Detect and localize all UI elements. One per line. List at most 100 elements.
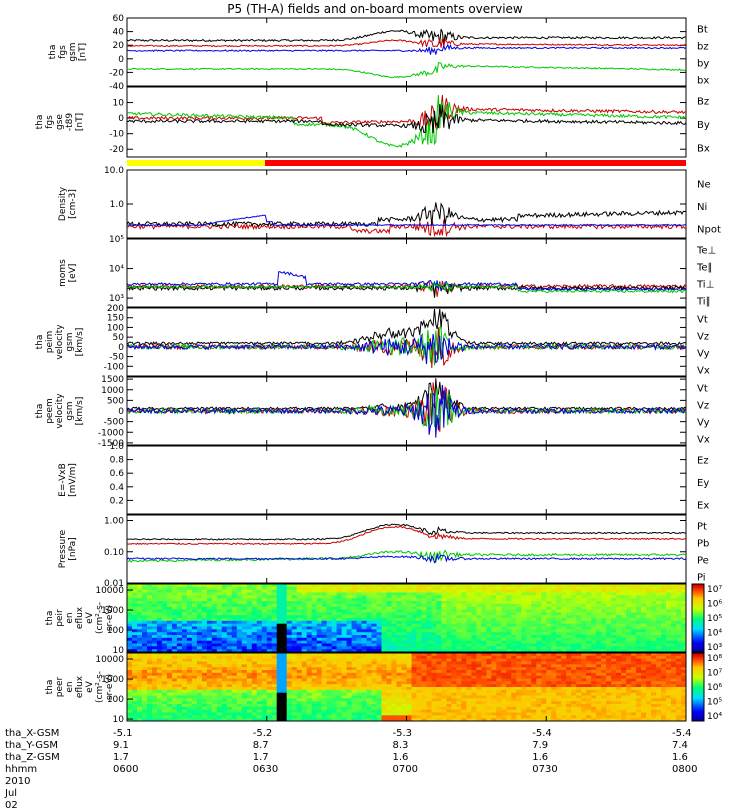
spectrogram-cell [332,693,337,696]
spectrogram-cell [436,659,441,662]
spectrogram-cell [322,670,327,673]
spectrogram-cell [312,696,317,699]
spectrogram-cell [446,598,451,601]
spectrogram-cell [157,690,162,693]
spectrogram-cell [651,604,656,607]
spectrogram-cell [432,644,437,647]
spectrogram-cell [127,595,132,598]
spectrogram-cell [172,681,177,684]
spectrogram-cell [367,698,372,701]
spectrogram-cell [342,644,347,647]
spectrogram-cell [521,673,526,676]
spectrogram-cell [556,632,561,635]
spectrogram-cell [252,644,257,647]
spectrogram-cell [471,593,476,596]
spectrogram-cell [202,690,207,693]
spectrogram-cell [656,615,661,618]
spectrogram-cell [142,662,147,665]
spectrogram-cell [671,595,676,598]
spectrogram-cell [362,644,367,647]
spectrogram-cell [631,612,636,615]
spectrogram-cell [162,612,167,615]
spectrogram-cell [372,595,377,598]
spectrogram-cell [272,632,277,635]
spectrogram-cell [551,601,556,604]
spectrogram-cell [631,615,636,618]
spectrogram-cell [436,670,441,673]
spectrogram-cell [332,679,337,682]
spectrogram-cell [427,670,432,673]
spectrogram-cell [157,638,162,641]
spectrogram-cell [267,629,272,632]
spectrogram-cell [626,624,631,627]
spectrogram-cell [511,687,516,690]
spectrogram-cell [646,587,651,590]
spectrogram-cell [332,601,337,604]
spectrogram-cell [172,701,177,704]
spectrogram-cell [546,612,551,615]
spectrogram-cell [412,687,417,690]
spectrogram-cell [312,676,317,679]
spectrogram-cell [212,656,217,659]
spectrogram-cell [297,676,302,679]
spectrogram-cell [451,704,456,707]
spectrogram-cell [466,707,471,710]
spectrogram-cell [432,707,437,710]
spectrogram-cell [576,635,581,638]
spectrogram-cell [252,662,257,665]
spectrogram-cell [451,698,456,701]
spectrogram-cell [436,676,441,679]
spectrogram-cell [297,684,302,687]
spectrogram-cell [237,607,242,610]
y-tick-label: 0.10 [104,548,124,558]
spectrogram-cell [446,644,451,647]
spectrogram-cell [332,704,337,707]
spectrogram-cell [182,696,187,699]
y-tick-label: 0.6 [110,469,125,479]
spectrogram-cell [501,624,506,627]
spectrogram-cell [501,673,506,676]
spectrogram-cell [242,664,247,667]
spectrogram-cell [177,701,182,704]
spectrogram-cell [287,641,292,644]
spectrogram-cell [422,621,427,624]
spectrogram-cell [142,713,147,716]
spectrogram-cell [222,656,227,659]
spectrogram-cell [302,624,307,627]
spectrogram-cell [352,659,357,662]
spectrogram-cell [317,593,322,596]
spectrogram-cell [222,638,227,641]
spectrogram-cell [132,595,137,598]
spectrogram-cell [427,676,432,679]
spectrogram-cell [302,656,307,659]
spectrogram-cell [441,676,446,679]
spectrogram-cell [441,601,446,604]
spectrogram-cell [511,607,516,610]
spectrogram-cell [142,607,147,610]
spectrogram-cell [471,698,476,701]
spectrogram-cell [666,607,671,610]
spectrogram-cell [332,698,337,701]
spectrogram-cell [392,710,397,713]
spectrogram-cell [402,604,407,607]
spectrogram-cell [471,701,476,704]
spectrogram-cell [511,710,516,713]
spectrogram-cell [157,670,162,673]
spectrogram-cell [417,587,422,590]
spectrogram-cell [441,656,446,659]
spectrogram-cell [671,590,676,593]
spectrogram-cell [327,659,332,662]
spectrogram-cell [292,632,297,635]
spectrogram-cell [466,664,471,667]
spectrogram-cell [631,635,636,638]
spectrogram-cell [207,590,212,593]
spectrogram-cell [436,638,441,641]
spectrogram-cell [137,676,142,679]
legend-vz: Vz [697,332,709,343]
y-axis-label-line: peem [45,398,55,424]
spectrogram-cell [402,707,407,710]
spectrogram-cell [202,710,207,713]
spectrogram-cell [357,673,362,676]
spectrogram-cell [332,684,337,687]
spectrogram-cell [157,607,162,610]
